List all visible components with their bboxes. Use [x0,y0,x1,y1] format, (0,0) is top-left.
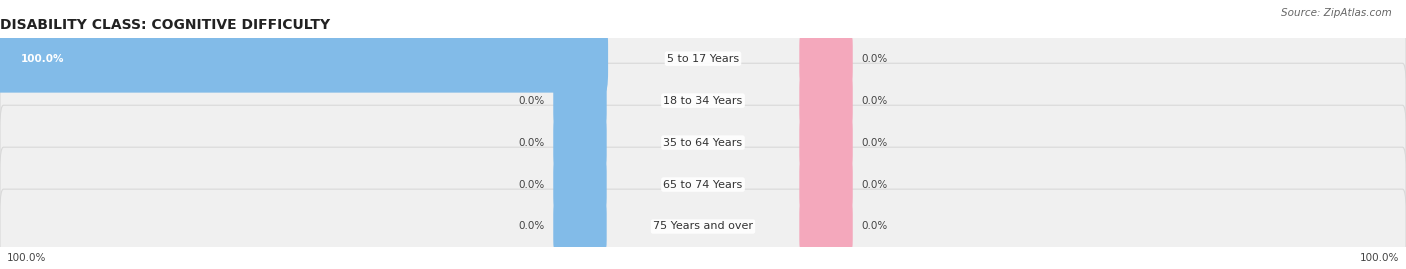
Text: Source: ZipAtlas.com: Source: ZipAtlas.com [1281,8,1392,18]
FancyBboxPatch shape [0,21,1406,96]
FancyBboxPatch shape [0,189,1406,264]
Text: 0.0%: 0.0% [860,54,887,64]
FancyBboxPatch shape [799,159,852,210]
Text: 100.0%: 100.0% [21,54,65,64]
Text: 18 to 34 Years: 18 to 34 Years [664,95,742,106]
FancyBboxPatch shape [799,117,852,168]
Text: 0.0%: 0.0% [860,95,887,106]
FancyBboxPatch shape [0,147,1406,222]
FancyBboxPatch shape [0,105,1406,180]
Text: 75 Years and over: 75 Years and over [652,221,754,232]
Text: 5 to 17 Years: 5 to 17 Years [666,54,740,64]
Text: DISABILITY CLASS: COGNITIVE DIFFICULTY: DISABILITY CLASS: COGNITIVE DIFFICULTY [0,18,330,32]
Text: 0.0%: 0.0% [519,137,546,148]
Text: 35 to 64 Years: 35 to 64 Years [664,137,742,148]
Text: 0.0%: 0.0% [519,221,546,232]
FancyBboxPatch shape [0,25,609,93]
Text: 0.0%: 0.0% [519,95,546,106]
FancyBboxPatch shape [799,201,852,252]
Text: 100.0%: 100.0% [1360,253,1399,263]
FancyBboxPatch shape [554,117,607,168]
Text: 0.0%: 0.0% [860,179,887,190]
Text: 0.0%: 0.0% [519,179,546,190]
FancyBboxPatch shape [554,75,607,126]
FancyBboxPatch shape [554,159,607,210]
Text: 0.0%: 0.0% [860,137,887,148]
Text: 0.0%: 0.0% [860,221,887,232]
FancyBboxPatch shape [554,201,607,252]
FancyBboxPatch shape [799,33,852,84]
Text: 100.0%: 100.0% [7,253,46,263]
Text: 65 to 74 Years: 65 to 74 Years [664,179,742,190]
FancyBboxPatch shape [0,63,1406,138]
FancyBboxPatch shape [799,75,852,126]
